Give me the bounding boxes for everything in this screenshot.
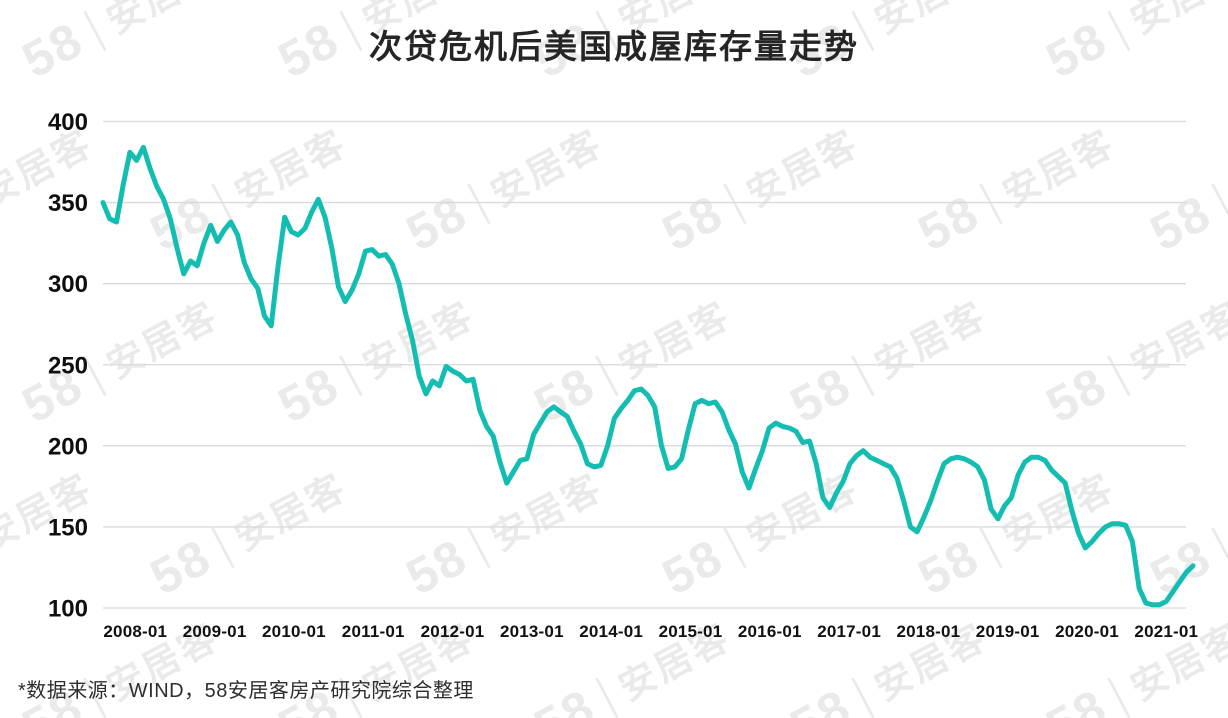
x-axis-tick-label: 2019-01 (976, 622, 1040, 641)
x-axis-tick-label: 2021-01 (1134, 622, 1198, 641)
x-axis-tick-label: 2011-01 (342, 622, 405, 641)
x-axis-tick-label: 2009-01 (183, 622, 247, 641)
y-axis-tick-label: 250 (48, 352, 88, 379)
chart-title: 次贷危机后美国成屋库存量走势 (369, 28, 859, 65)
x-axis-tick-label: 2010-01 (262, 622, 326, 641)
y-axis-tick-label: 150 (48, 514, 88, 541)
y-axis-tick-label: 200 (48, 433, 88, 460)
x-axis-tick-label: 2013-01 (500, 622, 564, 641)
x-axis-tick-label: 2014-01 (579, 622, 643, 641)
x-axis-tick-label: 2016-01 (738, 622, 802, 641)
x-axis-tick-label: 2017-01 (817, 622, 881, 641)
y-axis-tick-label: 100 (48, 596, 88, 623)
data-source-note: *数据来源：WIND，58安居客房产研究院综合整理 (18, 680, 474, 702)
inventory-line-series (100, 144, 1196, 608)
x-axis-tick-label: 2012-01 (421, 622, 485, 641)
y-axis-tick-label: 300 (48, 271, 88, 298)
y-axis-tick-label: 350 (48, 190, 88, 217)
x-axis-tick-label: 2020-01 (1055, 622, 1119, 641)
x-axis-tick-label: 2008-01 (103, 622, 167, 641)
x-axis-tick-label: 2018-01 (897, 622, 961, 641)
y-axis-tick-label: 400 (48, 109, 88, 136)
x-axis-tick-label: 2015-01 (659, 622, 723, 641)
